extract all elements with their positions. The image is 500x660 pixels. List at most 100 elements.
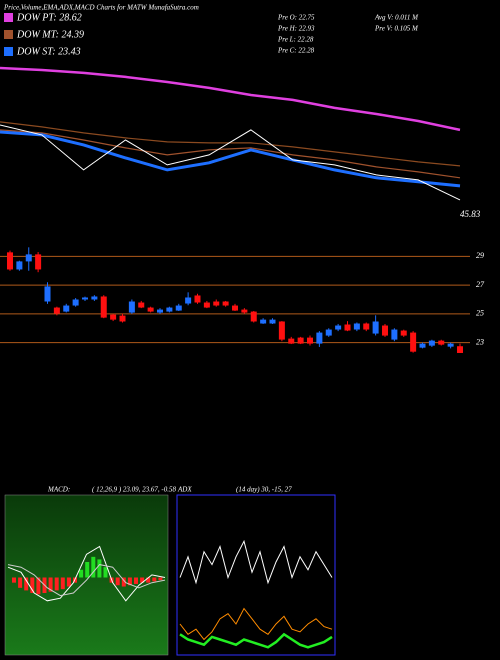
candle-body [288, 338, 295, 344]
candle-body [353, 323, 360, 330]
candle-body [110, 314, 117, 320]
histogram-bar [134, 577, 138, 584]
candle-body [335, 325, 342, 330]
candle-body [363, 323, 370, 330]
histogram-bar [97, 559, 102, 578]
histogram-bar [146, 577, 151, 583]
candle-body [185, 297, 192, 304]
legend-swatch [4, 30, 13, 39]
candle-body [447, 343, 454, 347]
line-series [0, 130, 461, 188]
candle-body [260, 319, 267, 324]
candle-body [457, 346, 463, 353]
candle-body [138, 302, 145, 308]
line-series [179, 607, 333, 641]
panel-title: MACD: [47, 486, 70, 494]
histogram-bar [79, 569, 84, 578]
histogram-bar [66, 577, 71, 587]
histogram-bar [152, 577, 157, 582]
candle-body [175, 305, 182, 311]
candle-body [316, 332, 323, 344]
histogram-bar [36, 577, 41, 595]
histogram-bar [121, 577, 126, 587]
candle-body [400, 330, 407, 336]
histogram-bar [85, 562, 90, 578]
y-tick-label: 23 [476, 337, 484, 346]
histogram-bar [91, 556, 96, 578]
adx-panel [176, 494, 336, 656]
candle-body [278, 321, 285, 340]
candle-body [307, 337, 313, 344]
candle-body [7, 252, 13, 270]
legend-label: DOW ST: 23.43 [16, 46, 81, 57]
candle-body [147, 307, 154, 312]
candle-body [119, 315, 126, 322]
candle-body [82, 297, 88, 300]
candle-body [372, 321, 379, 334]
candle-body [25, 254, 32, 262]
candle-body [213, 301, 220, 306]
candle-body [428, 340, 435, 346]
candle-body [344, 324, 351, 331]
legend-swatch [4, 13, 13, 22]
legend-swatch [4, 47, 13, 56]
candle-body [91, 296, 98, 300]
candle-body [382, 325, 388, 336]
histogram-bar [18, 577, 23, 588]
line-series [0, 66, 461, 132]
candle-body [157, 309, 163, 313]
line-series [7, 564, 166, 597]
legend-label: DOW PT: 28.62 [16, 12, 82, 23]
info-text: Pre V: 0.105 M [374, 25, 419, 33]
info-text: Pre C: 22.28 [277, 47, 315, 55]
y-tick-label: 27 [476, 280, 485, 289]
candle-body [100, 296, 107, 318]
candle-body [250, 311, 257, 322]
candle-body [241, 309, 248, 313]
histogram-bar [48, 577, 53, 592]
line-series [179, 539, 333, 585]
panel-title: ADX [177, 486, 192, 494]
histogram-bar [12, 577, 16, 583]
candle-body [44, 286, 51, 302]
candle-body [53, 307, 60, 314]
candle-body [438, 340, 445, 345]
histogram-bar [158, 577, 163, 581]
candle-body [419, 343, 426, 348]
candle-body [297, 337, 304, 344]
candle-body [410, 332, 417, 352]
candle-body [391, 329, 398, 340]
candle-body [72, 299, 79, 306]
histogram-bar [30, 577, 35, 593]
candle-body [232, 305, 238, 311]
candle-body [35, 254, 42, 270]
info-text: Pre L: 22.28 [277, 36, 314, 44]
candle-body [128, 301, 135, 313]
line-series [179, 632, 333, 649]
panel-subtitle: (14 day) 30, -15, 27 [236, 486, 292, 494]
histogram-bar [115, 577, 120, 586]
histogram-bar [54, 577, 59, 591]
histogram-bar [103, 567, 108, 578]
candle-body [325, 329, 332, 336]
info-text: Pre O: 22.75 [277, 14, 315, 22]
candle-body [269, 319, 276, 324]
histogram-bar [60, 577, 65, 590]
histogram-bar [140, 577, 145, 583]
annotation: 45.83 [460, 209, 481, 219]
line-series [7, 545, 166, 602]
candle-body [16, 261, 23, 270]
info-text: Pre H: 22.93 [277, 25, 315, 33]
histogram-bar [127, 577, 132, 586]
candle-body [222, 301, 229, 306]
line-series [0, 124, 461, 201]
candle-body [194, 295, 201, 303]
candle-body [203, 302, 210, 308]
y-tick-label: 29 [476, 251, 484, 260]
info-text: Avg V: 0.011 M [374, 14, 419, 22]
histogram-bar [24, 577, 29, 591]
candle-body [63, 305, 70, 312]
candle-body [166, 307, 173, 312]
page-title: Price,Volume,EMA,ADX,MACD Charts for MAT… [3, 4, 199, 12]
y-tick-label: 25 [476, 309, 484, 318]
